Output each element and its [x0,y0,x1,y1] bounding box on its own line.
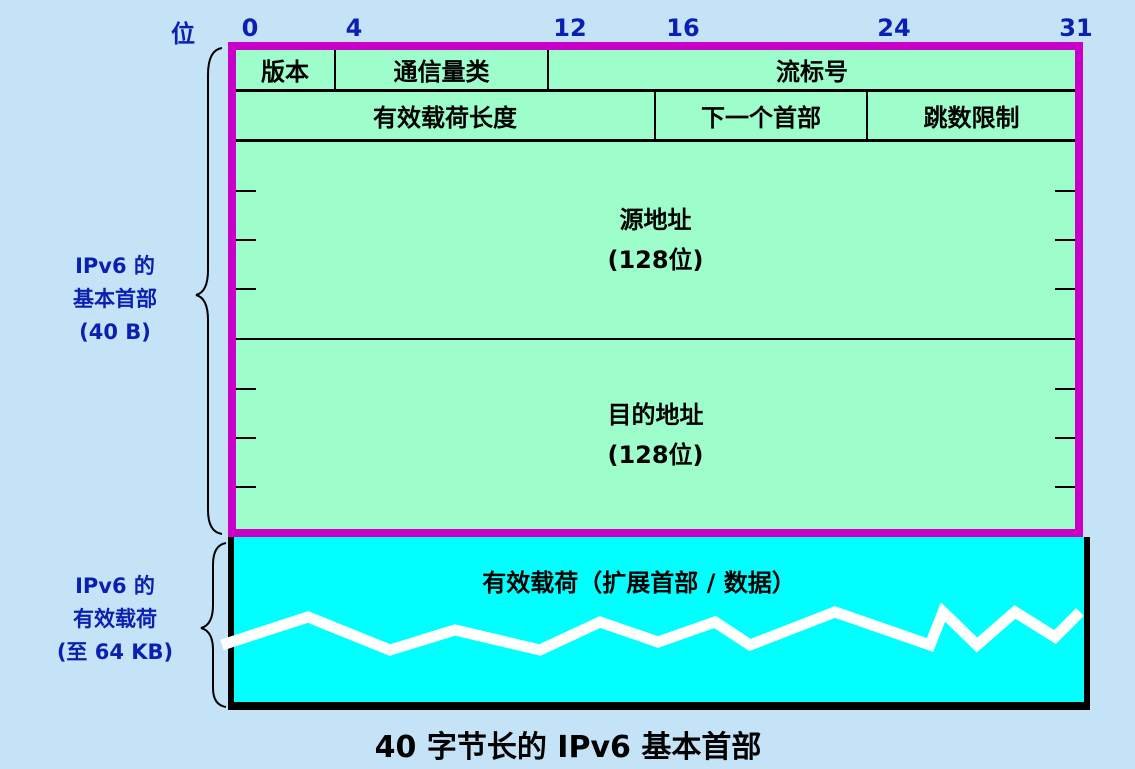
bit-tick-4: 4 [345,14,363,42]
payload-label-line1: IPv6 的 [75,574,155,598]
source-address-size: (128位) [607,246,704,274]
row-tick [236,388,256,390]
header-brace [195,47,223,535]
bit-tick-12: 12 [553,14,587,42]
bit-tick-31: 31 [1059,14,1093,42]
payload-label-line2: 有效载荷 [73,607,157,631]
field-hop-limit: 跳数限制 [868,92,1075,142]
payload-label: 有效载荷（扩展首部 / 数据） [482,569,796,597]
field-source-address: 源地址 (128位) [236,142,1075,340]
field-version: 版本 [236,50,336,92]
row-tick [236,486,256,488]
row-tick [236,190,256,192]
destination-address-name: 目的地址 [607,400,704,429]
bit-axis-label: 位 [171,20,195,48]
row-tick [1055,437,1075,439]
destination-address-size: (128位) [607,440,704,469]
source-address-name: 源地址 [619,206,692,234]
bit-tick-0: 0 [241,14,259,42]
field-traffic-class: 通信量类 [336,50,549,92]
row-tick [236,288,256,290]
payload-side-label: IPv6 的 有效载荷 (至 64 KB) [30,570,200,669]
base-header-label: IPv6 的 基本首部 (40 B) [40,250,190,349]
row-tick [1055,190,1075,192]
base-header-label-line1: IPv6 的 [75,254,155,278]
bit-tick-16: 16 [666,14,700,42]
row-tick [1055,288,1075,290]
row-tick [1055,239,1075,241]
field-payload-length: 有效载荷长度 [236,92,656,142]
base-header-label-line3: (40 B) [79,320,151,344]
row-tick [236,437,256,439]
payload-brace [200,542,227,708]
row-tick [1055,486,1075,488]
ipv6-base-header: 版本 通信量类 流标号 有效载荷长度 下一个首部 跳数限制 源地址 (128位)… [228,42,1083,537]
field-flow-label: 流标号 [549,50,1075,92]
base-header-label-line2: 基本首部 [73,287,157,311]
ipv6-payload: 有效载荷（扩展首部 / 数据） [228,537,1090,710]
field-destination-address: 目的地址 (128位) [236,340,1075,529]
row-tick [236,239,256,241]
row-tick [1055,388,1075,390]
field-next-header: 下一个首部 [656,92,868,142]
bit-tick-24: 24 [877,14,911,42]
payload-label-line3: (至 64 KB) [56,640,174,664]
diagram-caption: 40 字节长的 IPv6 基本首部 [374,730,762,765]
